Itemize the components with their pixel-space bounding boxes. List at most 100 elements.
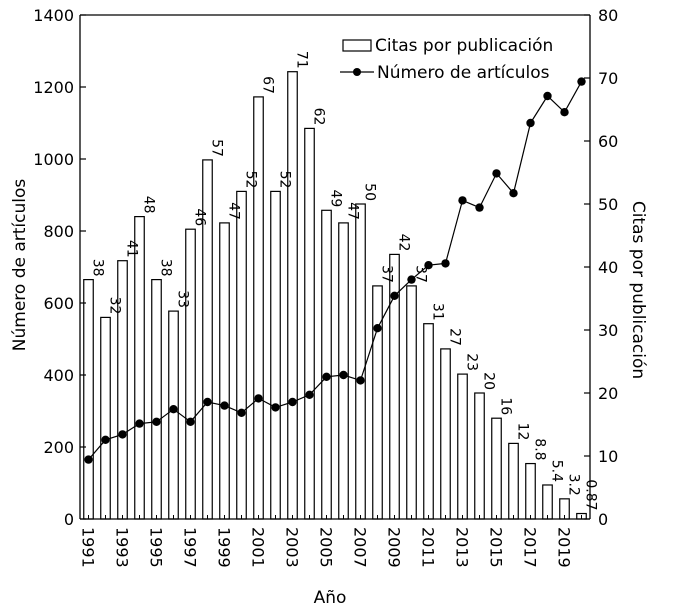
x-axis-title: Año	[314, 588, 347, 608]
right-tick-label-80: 80	[598, 6, 618, 25]
line-point-1992	[101, 435, 110, 444]
x-tick-label-2001: 2001	[249, 527, 268, 568]
axes-group	[79, 14, 591, 520]
bar-2015	[491, 417, 502, 520]
line-point-2008	[373, 324, 382, 333]
bars-group	[83, 71, 587, 520]
legend: Citas por publicación Número de artículo…	[340, 36, 553, 83]
bar-label-2010: 37	[413, 265, 429, 283]
line-point-2012	[441, 259, 450, 268]
bar-1999	[219, 222, 230, 520]
bar-label-1995: 38	[158, 259, 174, 277]
left-tick-label-1200: 1200	[33, 78, 74, 97]
line-point-2020	[577, 77, 586, 86]
line-point-2013	[458, 196, 467, 205]
line-point-2015	[492, 169, 501, 178]
bar-1997	[185, 228, 196, 520]
line-point-1991	[84, 455, 93, 464]
bar-2013	[457, 373, 468, 520]
x-tick-label-1999: 1999	[215, 527, 234, 568]
bar-label-2011: 31	[430, 303, 446, 321]
line-point-1995	[152, 417, 161, 426]
bar-label-2008: 37	[379, 265, 395, 283]
bar-1995	[151, 279, 162, 520]
x-tick-label-2019: 2019	[555, 527, 574, 568]
bar-label-2012: 27	[447, 328, 463, 346]
legend-bar-label: Citas por publicación	[375, 36, 553, 56]
x-tick-label-2017: 2017	[521, 527, 540, 568]
line-series-group	[84, 77, 586, 464]
line-point-2019	[560, 108, 569, 117]
bar-label-2017: 8.8	[532, 438, 548, 460]
line-point-2003	[288, 397, 297, 407]
line-point-1998	[203, 397, 212, 407]
line-point-2011	[424, 261, 433, 270]
bar-label-2001: 67	[260, 76, 276, 94]
line-point-1997	[186, 417, 195, 426]
right-tick-label-0: 0	[598, 510, 608, 529]
bar-label-2018: 5.4	[549, 460, 565, 482]
line-point-1996	[169, 405, 178, 414]
right-tick-label-70: 70	[598, 69, 618, 88]
right-tick-label-50: 50	[598, 195, 618, 214]
bar-label-1992: 32	[107, 297, 123, 315]
legend-line-marker	[353, 68, 361, 76]
bar-label-2014: 20	[481, 372, 497, 390]
bar-label-2009: 42	[396, 234, 412, 252]
bar-2004	[304, 127, 315, 520]
left-tick-label-0: 0	[64, 510, 74, 529]
x-tick-label-2007: 2007	[351, 527, 370, 568]
right-tick-label-20: 20	[598, 384, 618, 403]
bar-2000	[236, 190, 247, 520]
right-axis-title: Citas por publicación	[628, 201, 648, 379]
line-point-2000	[237, 408, 246, 417]
line-point-1999	[220, 401, 229, 410]
left-tick-label-1000: 1000	[33, 150, 74, 169]
right-tick-label-40: 40	[598, 258, 618, 277]
bar-label-1999: 47	[226, 202, 242, 220]
line-point-2006	[339, 370, 348, 380]
bar-label-1996: 33	[175, 290, 191, 308]
bar-label-2019: 3.2	[566, 474, 582, 496]
bar-2007	[355, 203, 366, 520]
x-tick-label-2003: 2003	[283, 527, 302, 568]
bar-label-2005: 49	[328, 189, 344, 207]
bar-label-1998: 57	[209, 139, 225, 157]
line-point-1994	[135, 419, 144, 428]
line-point-2002	[271, 403, 280, 412]
x-tick-label-1995: 1995	[147, 527, 166, 568]
bar-label-2013: 23	[464, 353, 480, 371]
line-point-1993	[118, 430, 127, 439]
bar-2005	[321, 209, 332, 520]
x-tick-label-1993: 1993	[113, 527, 132, 568]
left-axis-title: Número de artículos	[10, 179, 30, 352]
bar-label-2006: 47	[345, 202, 361, 220]
right-tick-label-30: 30	[598, 321, 618, 340]
x-tick-label-2011: 2011	[419, 527, 438, 568]
left-axis-ticks: 0 200 400 600 800 1000 1200 1400	[33, 6, 86, 529]
bar-label-2016: 12	[515, 423, 531, 441]
bar-2003	[287, 71, 298, 520]
bar-2012	[440, 348, 451, 520]
bar-2010	[406, 285, 417, 520]
line-point-2009	[390, 291, 399, 300]
bar-label-1993: 41	[124, 240, 140, 258]
line-point-2010	[407, 275, 416, 284]
line-point-2007	[356, 376, 365, 385]
right-tick-label-60: 60	[598, 132, 618, 151]
bar-2014	[474, 392, 485, 520]
legend-line-label: Número de artículos	[377, 63, 550, 83]
bar-label-1991: 38	[90, 259, 106, 277]
left-tick-label-800: 800	[43, 222, 74, 241]
bar-1991	[83, 279, 94, 520]
line-point-2014	[475, 203, 484, 212]
bar-2017	[525, 462, 536, 520]
bar-label-2003: 71	[294, 51, 310, 69]
x-tick-label-2009: 2009	[385, 527, 404, 568]
left-tick-label-200: 200	[43, 438, 74, 457]
bar-label-2015: 16	[498, 397, 514, 415]
x-axis-ticks: 1991 1993 1995 1997 1999 2001 2003 2005 2007 2009…	[79, 515, 582, 568]
line-point-2018	[543, 91, 552, 101]
x-tick-label-2013: 2013	[453, 527, 472, 568]
